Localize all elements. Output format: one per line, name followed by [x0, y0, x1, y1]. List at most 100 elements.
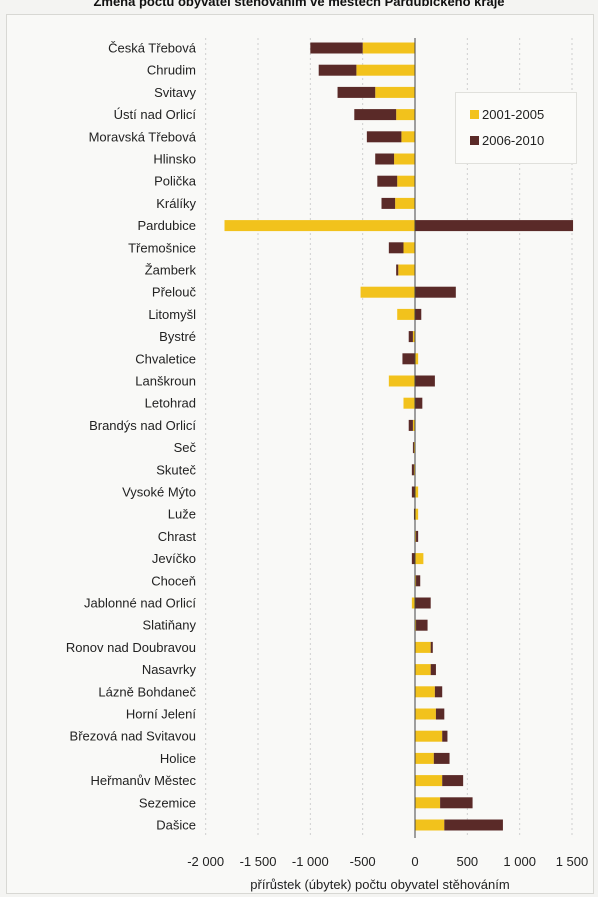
bar-2006-2010 [442, 775, 464, 787]
bar-2006-2010 [415, 375, 435, 387]
bar-2001-2005 [415, 752, 434, 764]
bar-2001-2005 [415, 664, 431, 676]
bar-2001-2005 [415, 730, 443, 742]
bar-2006-2010 [442, 730, 448, 742]
y-tick-label: Slatiňany [143, 618, 197, 633]
bar-2001-2005 [388, 375, 415, 387]
bar-2001-2005 [415, 775, 443, 787]
bar-2006-2010 [412, 442, 414, 454]
bar-2001-2005 [415, 797, 441, 809]
bar-2006-2010 [402, 353, 415, 365]
y-tick-label: Hlinsko [153, 152, 196, 167]
legend-swatch-2006-2010 [470, 136, 479, 145]
y-tick-label: Brandýs nad Orlicí [89, 418, 196, 433]
legend-label-2001-2005: 2001-2005 [482, 107, 545, 122]
x-tick-label: 500 [456, 854, 478, 869]
bar-2006-2010 [415, 397, 423, 409]
bar-2006-2010 [408, 331, 413, 343]
bar-2001-2005 [360, 286, 415, 298]
chart-legend: 2001-2005 2006-2010 [455, 92, 577, 164]
bar-2001-2005 [397, 175, 415, 187]
bar-2001-2005 [415, 708, 436, 720]
y-tick-label: Ronov nad Doubravou [66, 640, 196, 655]
bar-2001-2005 [375, 86, 415, 98]
bar-2001-2005 [224, 220, 415, 232]
bar-2001-2005 [415, 486, 419, 498]
x-tick-label: -1 000 [292, 854, 329, 869]
y-tick-label: Chrast [158, 529, 197, 544]
bar-2001-2005 [412, 419, 415, 431]
bar-2001-2005 [412, 331, 415, 343]
bar-2006-2010 [411, 553, 415, 565]
y-tick-label: Vysoké Mýto [122, 485, 196, 500]
bar-2006-2010 [337, 86, 376, 98]
bar-2001-2005 [415, 819, 445, 831]
y-tick-label: Březová nad Svitavou [70, 729, 196, 744]
bar-2001-2005 [415, 641, 431, 653]
bar-2006-2010 [310, 42, 363, 54]
bar-2006-2010 [434, 686, 443, 698]
x-tick-label: 1 000 [503, 854, 536, 869]
bar-2006-2010 [366, 131, 402, 143]
bar-2001-2005 [415, 353, 419, 365]
y-tick-label: Litomyšl [148, 307, 196, 322]
y-tick-label: Lanškroun [135, 374, 196, 389]
bar-2006-2010 [416, 530, 419, 542]
bar-2006-2010 [430, 641, 433, 653]
bar-2001-2005 [396, 109, 415, 121]
y-tick-label: Svitavy [154, 85, 196, 100]
bar-2001-2005 [397, 308, 415, 320]
y-tick-label: Pardubice [137, 218, 196, 233]
y-tick-label: Přelouč [152, 285, 197, 300]
bar-2006-2010 [444, 819, 503, 831]
y-tick-label: Česká Třebová [108, 41, 197, 56]
y-tick-label: Holice [160, 751, 196, 766]
bar-2006-2010 [416, 575, 421, 587]
bar-2006-2010 [416, 619, 428, 631]
x-tick-label: 0 [411, 854, 418, 869]
bar-2006-2010 [413, 508, 415, 520]
x-tick-label: -500 [350, 854, 376, 869]
bar-2006-2010 [411, 464, 414, 476]
chart-title: Změna počtu obyvatel stěhováním ve měste… [93, 0, 505, 9]
y-tick-label: Chrudim [147, 63, 196, 78]
bar-2006-2010 [435, 708, 445, 720]
bar-2006-2010 [396, 264, 399, 276]
y-tick-label: Dašice [156, 818, 196, 833]
bar-2001-2005 [411, 597, 415, 609]
x-axis-label: přírůstek (úbytek) počtu obyvatel stěhov… [250, 877, 510, 892]
y-tick-label: Choceň [151, 573, 196, 588]
y-tick-label: Jevíčko [152, 551, 196, 566]
bar-2001-2005 [403, 242, 415, 254]
bar-2001-2005 [398, 264, 415, 276]
bar-2001-2005 [403, 397, 415, 409]
y-tick-label: Třemošnice [128, 240, 196, 255]
bar-2006-2010 [415, 286, 456, 298]
bar-2006-2010 [354, 109, 397, 121]
bar-2006-2010 [415, 220, 574, 232]
legend-swatch-2001-2005 [470, 110, 479, 119]
y-tick-label: Heřmanův Městec [91, 773, 197, 788]
bar-2006-2010 [381, 197, 396, 209]
bar-2006-2010 [415, 597, 431, 609]
legend-item-2001-2005: 2001-2005 [470, 107, 544, 122]
y-tick-label: Sezemice [139, 795, 196, 810]
y-tick-label: Seč [174, 440, 197, 455]
bar-2001-2005 [413, 464, 415, 476]
bar-2001-2005 [401, 131, 415, 143]
bar-2001-2005 [395, 197, 415, 209]
bar-2006-2010 [433, 752, 450, 764]
x-tick-label: -1 500 [240, 854, 277, 869]
bar-2006-2010 [411, 486, 415, 498]
y-tick-label: Luže [168, 507, 196, 522]
legend-item-2006-2010: 2006-2010 [470, 133, 544, 148]
bar-2006-2010 [415, 308, 422, 320]
bar-2001-2005 [415, 553, 424, 565]
bar-2001-2005 [362, 42, 415, 54]
bar-2001-2005 [415, 575, 417, 587]
bar-2001-2005 [356, 64, 415, 76]
bar-2006-2010 [388, 242, 404, 254]
y-tick-label: Lázně Bohdaneč [98, 684, 196, 699]
y-tick-label: Ústí nad Orlicí [114, 107, 197, 122]
